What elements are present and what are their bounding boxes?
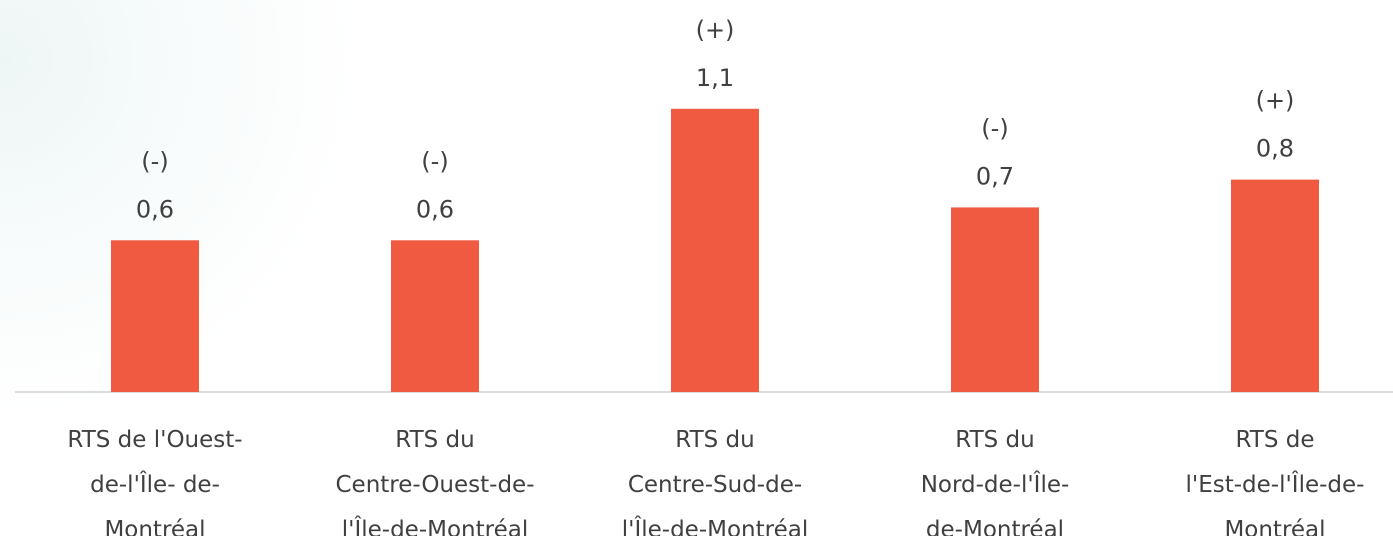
value-label: 0,8: [1256, 135, 1294, 163]
x-tick-label: RTS du Nord-de-l'Île- de-Montréal: [920, 427, 1070, 536]
x-tick-label: RTS du Centre-Sud-de- l'Île-de-Montréal: [621, 427, 809, 536]
annotation: (-): [981, 114, 1008, 142]
annotation: (-): [141, 147, 168, 175]
bar: [111, 240, 199, 392]
bar: [671, 108, 759, 393]
value-label: 0,6: [416, 195, 454, 223]
annotation: (+): [696, 16, 735, 44]
annotation: (-): [421, 147, 448, 175]
annotation: (+): [1256, 87, 1295, 115]
value-label: 0,7: [976, 162, 1014, 190]
x-tick-label: RTS du Centre-Ouest-de- l'Île-de-Montréa…: [335, 427, 535, 536]
x-tick-label: RTS de l'Est-de-l'Île-de- Montréal: [1185, 427, 1365, 536]
bar: [1231, 179, 1319, 392]
value-label: 0,6: [136, 195, 174, 223]
bar: [951, 207, 1039, 392]
x-tick-label: RTS de l'Ouest- de-l'Île- de- Montréal: [67, 427, 243, 536]
bar: [391, 240, 479, 392]
value-label: 1,1: [696, 64, 734, 92]
